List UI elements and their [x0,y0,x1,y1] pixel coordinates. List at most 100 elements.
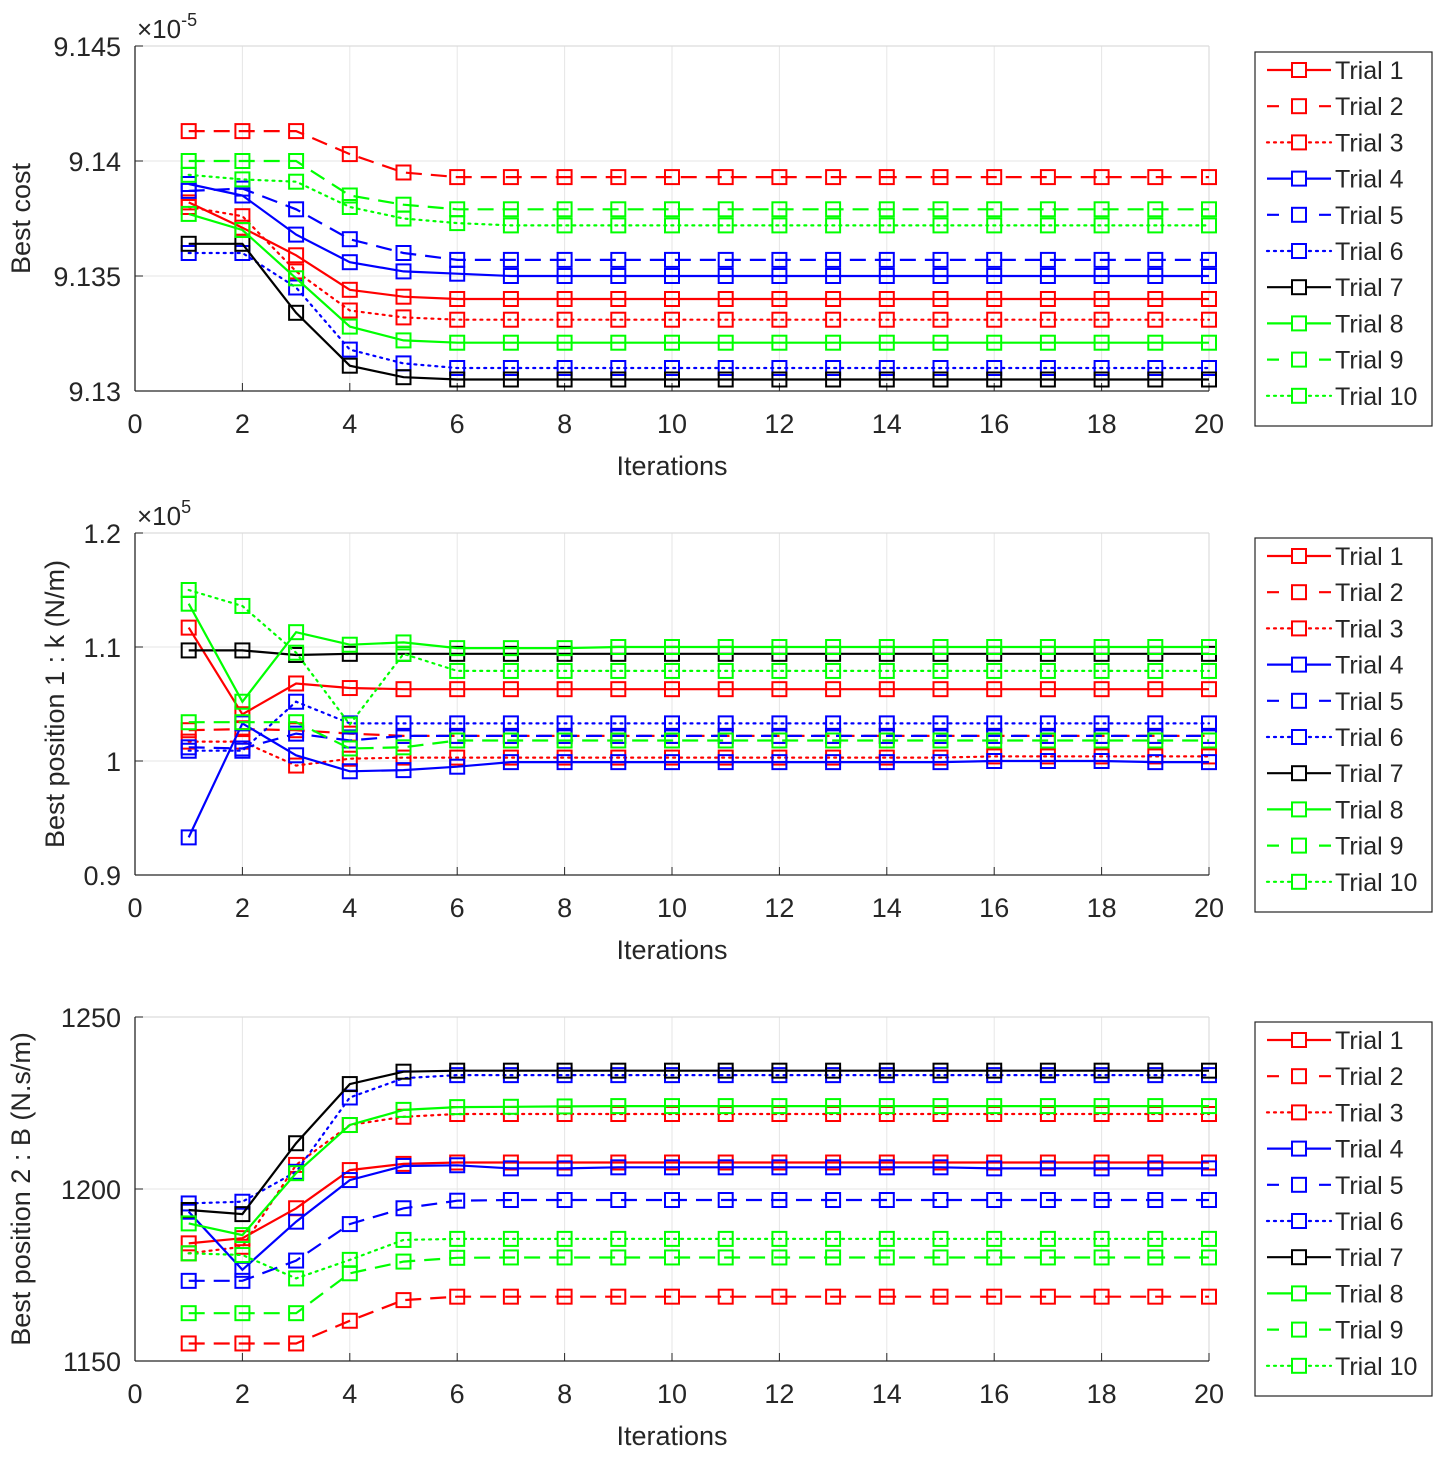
x-tick-label: 0 [127,409,142,439]
data-point-marker [932,268,949,284]
data-point-marker [341,1076,358,1093]
data-point-marker [502,268,519,284]
x-tick-label: 2 [235,893,250,923]
data-point-marker [502,1098,519,1115]
data-point-marker [502,169,519,186]
data-point-marker [234,1238,251,1255]
x-tick-label: 20 [1194,409,1224,439]
data-point-marker [180,1235,197,1252]
data-point-marker [664,754,680,771]
data-point-marker [395,369,412,386]
legend-marker-square-icon [1291,315,1307,332]
data-point-marker [825,1249,842,1266]
data-point-marker [449,715,466,732]
x-tick-label: 16 [979,1379,1009,1409]
data-point-marker [556,715,573,732]
series-line [188,1161,1209,1245]
data-point-marker [986,201,1003,218]
legend-label: Trial 10 [1335,383,1417,411]
data-point-marker [449,662,466,679]
data-point-marker [395,1063,412,1080]
x-tick-label: 6 [450,893,465,923]
data-point-marker [825,754,842,771]
series-trial-4 [180,715,1217,846]
legend-label: Trial 1 [1335,1027,1404,1055]
series-trial-6 [180,245,1217,376]
data-point-marker [878,662,895,679]
series-line [188,212,1209,344]
data-point-marker [1093,639,1110,655]
legend-label: Trial 3 [1335,615,1404,643]
legend-label: Trial 7 [1335,760,1404,788]
data-point-marker [1147,1249,1164,1266]
data-point-marker [449,640,466,657]
data-point-marker [771,1098,788,1115]
data-point-marker [717,360,734,376]
data-point-marker [1093,732,1110,749]
x-tick-label: 12 [764,1379,794,1409]
data-point-marker [234,1227,251,1244]
data-point-marker [1039,371,1056,388]
data-point-marker [878,169,895,186]
y-axis-label: Best position 2 : B (N.s/m) [6,1032,36,1346]
data-point-marker [449,758,466,775]
series-line [187,205,1211,321]
data-point-marker [932,1159,949,1176]
legend-label: Trial 7 [1335,1244,1404,1272]
data-point-marker [234,597,251,614]
data-point-marker [1093,1098,1110,1115]
data-point-marker [1093,1062,1110,1079]
legend-label: Trial 8 [1335,796,1404,824]
series-group [180,123,1217,388]
data-point-marker [556,1098,573,1115]
data-point-marker [986,217,1003,234]
data-point-marker [932,360,949,376]
x-tick-label: 0 [127,893,142,923]
legend-label: Trial 10 [1335,869,1417,897]
data-point-marker [1093,662,1110,679]
data-point-marker [717,268,734,284]
data-point-marker [180,123,197,140]
data-point-marker [771,201,788,218]
data-point-marker [1147,1098,1164,1115]
data-point-marker [878,1230,895,1247]
data-point-marker [449,1288,466,1305]
series-trial-10 [180,582,1217,733]
series-line [188,130,1209,179]
data-point-marker [932,1249,949,1266]
data-point-marker [1093,291,1110,307]
legend-item: Trial 1 [1267,543,1404,571]
data-point-marker [180,245,197,261]
legend-marker-square-icon [1291,1357,1307,1374]
data-point-marker [502,360,519,376]
data-point-marker [932,201,949,218]
data-point-marker [1093,334,1110,351]
data-point-marker [1039,1098,1056,1115]
data-point-marker [556,169,573,186]
x-tick-label: 20 [1194,1379,1224,1409]
legend-marker-square-icon [1291,1140,1307,1157]
data-point-marker [180,582,197,598]
data-point-marker [878,639,895,655]
legend-item: Trial 4 [1267,652,1404,680]
legend-item: Trial 10 [1265,869,1417,897]
data-point-marker [610,1192,627,1209]
data-point-marker [341,645,358,662]
data-point-marker [1093,169,1110,186]
data-point-marker [395,645,412,662]
data-point-marker [771,1062,788,1079]
data-point-marker [878,732,895,749]
data-point-marker [717,334,734,351]
data-point-marker [288,279,305,296]
data-point-marker [180,619,197,636]
data-point-marker [825,662,842,679]
series-line [188,1256,1209,1315]
legend-label: Trial 6 [1335,724,1404,752]
data-point-marker [395,245,412,261]
data-point-marker [1201,715,1217,732]
data-point-marker [556,334,573,351]
data-point-marker [932,371,949,388]
data-point-marker [1147,662,1164,679]
data-point-marker [664,371,680,388]
